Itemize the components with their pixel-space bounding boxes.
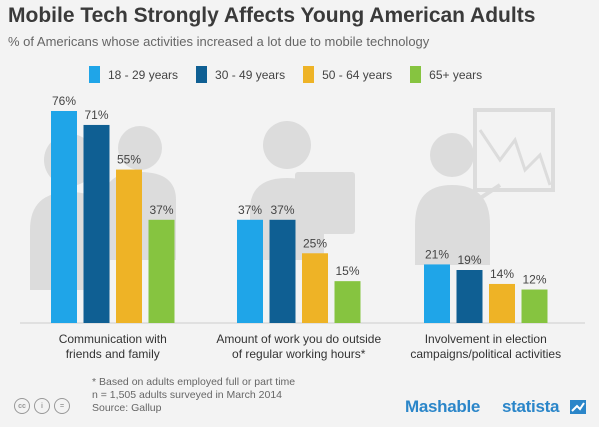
value-label: 15% xyxy=(335,264,359,278)
value-label: 55% xyxy=(117,153,141,167)
statista-logo: statista xyxy=(502,397,560,416)
bar-series-0-category-1 xyxy=(237,219,263,323)
bar-series-0-category-0 xyxy=(51,111,77,323)
bar-series-3-category-0 xyxy=(148,219,175,323)
statista-mark-icon xyxy=(570,400,586,414)
attribution-icon: i xyxy=(34,398,50,414)
legend-label: 30 - 49 years xyxy=(215,67,286,82)
footnote-source: Source: Gallup xyxy=(92,402,162,414)
bar-series-0-category-2 xyxy=(424,264,450,323)
footnote-employment: * Based on adults employed full or part … xyxy=(92,376,296,388)
value-label: 19% xyxy=(457,253,481,267)
footnotes: * Based on adults employed full or part … xyxy=(92,376,295,415)
chart-title: Mobile Tech Strongly Affects Young Ameri… xyxy=(8,4,536,27)
value-labels-layer: 76% 37% 21% 71% 37% 19% 55% 25% 14% 37% 15% 12% xyxy=(52,94,547,287)
legend-swatch xyxy=(196,66,208,83)
mashable-logo: Mashable xyxy=(405,397,481,416)
legend-item-65-plus: 65+ years xyxy=(410,66,482,83)
no-derivatives-icon: = xyxy=(54,398,70,414)
value-label: 37% xyxy=(149,203,173,217)
chart-subtitle: % of Americans whose activities increase… xyxy=(8,34,430,49)
bar-series-1-category-0 xyxy=(83,124,110,324)
value-label: 71% xyxy=(84,108,108,122)
value-label: 37% xyxy=(238,203,262,217)
bar-series-1-category-1 xyxy=(269,219,296,323)
bar-series-3-category-2 xyxy=(521,289,548,323)
value-label: 21% xyxy=(425,247,449,261)
presenter-illustration xyxy=(415,108,555,265)
bars-layer xyxy=(51,111,548,324)
legend-swatch xyxy=(89,66,100,83)
legend-swatch xyxy=(410,66,422,83)
footnote-sample-size: n = 1,505 adults surveyed in March 2014 xyxy=(92,389,282,401)
legend-label: 50 - 64 years xyxy=(322,67,393,82)
value-label: 37% xyxy=(270,203,294,217)
value-label: 12% xyxy=(522,273,546,287)
license-icons: cc i = xyxy=(14,398,70,414)
person-laptop-illustration xyxy=(250,121,355,260)
value-label: 76% xyxy=(52,94,76,108)
bar-series-2-category-0 xyxy=(116,169,142,323)
category-label: friends and family xyxy=(66,347,160,361)
cc-icon: cc xyxy=(14,398,30,414)
category-label: Amount of work you do outside xyxy=(216,332,381,346)
bar-series-2-category-2 xyxy=(489,283,515,323)
category-label: of regular working hours* xyxy=(232,347,366,361)
legend-item-30-49: 30 - 49 years xyxy=(196,66,285,83)
legend-item-50-64: 50 - 64 years xyxy=(303,66,392,83)
bar-series-1-category-2 xyxy=(456,270,483,323)
value-label: 25% xyxy=(303,236,327,250)
category-label: Involvement in election xyxy=(425,332,547,346)
category-label: campaigns/political activities xyxy=(410,347,561,361)
legend-label: 18 - 29 years xyxy=(108,67,179,82)
value-label: 14% xyxy=(490,267,514,281)
legend-item-18-29: 18 - 29 years xyxy=(89,66,178,83)
legend: 18 - 29 years 30 - 49 years 50 - 64 year… xyxy=(89,66,500,83)
category-label: Communication with xyxy=(59,332,167,346)
legend-swatch xyxy=(303,66,315,83)
bar-series-3-category-1 xyxy=(334,281,361,323)
bar-series-2-category-1 xyxy=(302,253,328,323)
legend-label: 65+ years xyxy=(429,67,483,82)
